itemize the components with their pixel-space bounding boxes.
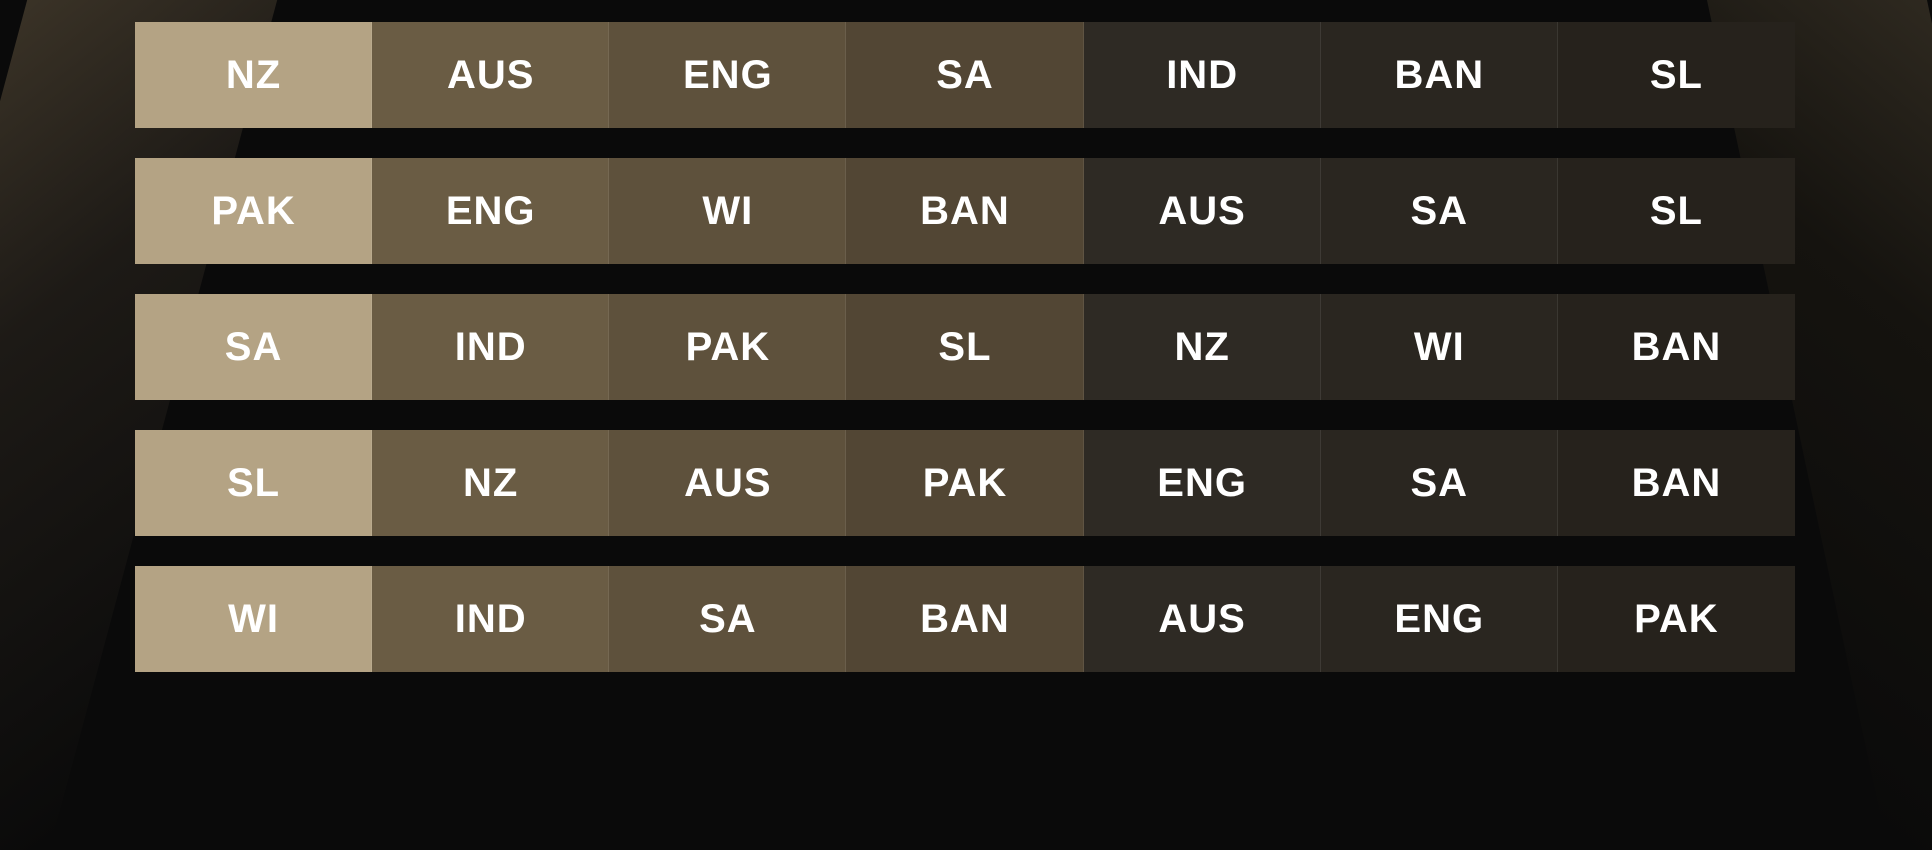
table-cell: NZ [135, 22, 372, 128]
table-cell: BAN [1558, 294, 1795, 400]
table-cell: NZ [1084, 294, 1321, 400]
table-cell: SL [846, 294, 1083, 400]
table-cell: SA [1321, 430, 1558, 536]
team-code: SA [699, 597, 757, 642]
table-cell: ENG [372, 158, 609, 264]
table-cell: BAN [1321, 22, 1558, 128]
team-code: ENG [683, 53, 773, 98]
table-cell: WI [1321, 294, 1558, 400]
table-row: NZ AUS ENG SA IND BAN SL [135, 22, 1795, 128]
team-code: BAN [920, 189, 1010, 234]
team-code: SL [227, 461, 280, 506]
team-code: IND [1166, 53, 1238, 98]
table-cell: SA [1321, 158, 1558, 264]
table-cell: NZ [372, 430, 609, 536]
table-cell: ENG [609, 22, 846, 128]
table-cell: AUS [609, 430, 846, 536]
table-cell: AUS [372, 22, 609, 128]
table-cell: BAN [846, 566, 1083, 672]
team-code: PAK [1634, 597, 1718, 642]
table-cell: PAK [1558, 566, 1795, 672]
table-cell: IND [372, 566, 609, 672]
team-code: BAN [1632, 325, 1722, 370]
table-cell: PAK [846, 430, 1083, 536]
team-code: SL [1650, 189, 1703, 234]
team-code: SL [938, 325, 991, 370]
table-cell: WI [135, 566, 372, 672]
team-code: SA [1410, 189, 1468, 234]
table-row: SA IND PAK SL NZ WI BAN [135, 294, 1795, 400]
team-code: AUS [447, 53, 534, 98]
table-cell: SA [135, 294, 372, 400]
team-code: BAN [920, 597, 1010, 642]
table-cell: BAN [1558, 430, 1795, 536]
team-code: ENG [1394, 597, 1484, 642]
team-code: NZ [463, 461, 518, 506]
team-code: AUS [684, 461, 771, 506]
team-code: BAN [1632, 461, 1722, 506]
table-row: PAK ENG WI BAN AUS SA SL [135, 158, 1795, 264]
table-cell: PAK [609, 294, 846, 400]
team-code: SA [1410, 461, 1468, 506]
table-cell: ENG [1321, 566, 1558, 672]
table-cell: AUS [1084, 566, 1321, 672]
team-code: SL [1650, 53, 1703, 98]
table-cell: SL [1558, 158, 1795, 264]
table-cell: IND [1084, 22, 1321, 128]
team-code: WI [1414, 325, 1465, 370]
table-cell: WI [609, 158, 846, 264]
table-cell: SL [1558, 22, 1795, 128]
team-code: NZ [226, 53, 281, 98]
team-code: NZ [1174, 325, 1229, 370]
table-cell: PAK [135, 158, 372, 264]
team-code: AUS [1158, 189, 1245, 234]
table-cell: BAN [846, 158, 1083, 264]
team-code: WI [702, 189, 753, 234]
team-code: AUS [1158, 597, 1245, 642]
table-row: SL NZ AUS PAK ENG SA BAN [135, 430, 1795, 536]
table-cell: IND [372, 294, 609, 400]
team-code: SA [936, 53, 994, 98]
table-row: WI IND SA BAN AUS ENG PAK [135, 566, 1795, 672]
team-code: ENG [1157, 461, 1247, 506]
team-code: PAK [211, 189, 295, 234]
table-cell: SA [609, 566, 846, 672]
team-code: IND [455, 597, 527, 642]
team-code: SA [225, 325, 283, 370]
table-cell: AUS [1084, 158, 1321, 264]
table-cell: SL [135, 430, 372, 536]
team-code: BAN [1394, 53, 1484, 98]
team-code: IND [455, 325, 527, 370]
table-cell: ENG [1084, 430, 1321, 536]
team-code: PAK [686, 325, 770, 370]
fixtures-table: NZ AUS ENG SA IND BAN SL PAK ENG WI BAN … [135, 22, 1795, 672]
table-cell: SA [846, 22, 1083, 128]
team-code: ENG [446, 189, 536, 234]
team-code: PAK [923, 461, 1007, 506]
team-code: WI [228, 597, 279, 642]
